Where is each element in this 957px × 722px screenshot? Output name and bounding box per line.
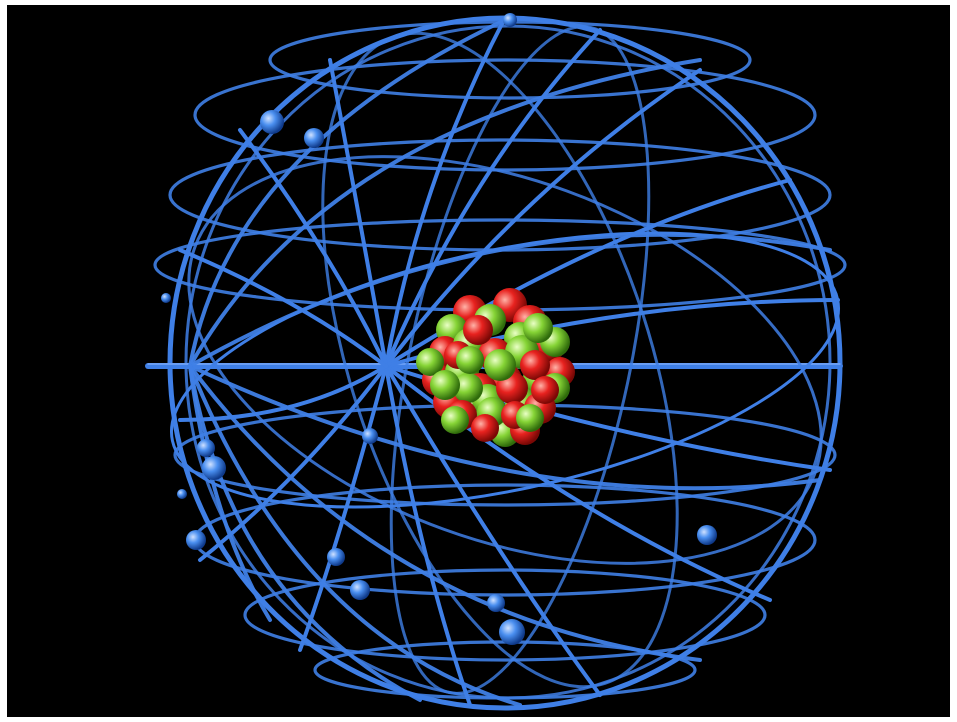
electron-group [161, 13, 717, 645]
orbit-meridian [188, 364, 822, 491]
electron [487, 594, 505, 612]
electron [362, 428, 378, 444]
proton [463, 315, 493, 345]
orbit-meridian [188, 364, 522, 707]
orbit-meridian [384, 364, 472, 707]
orbit-tilted-ring [187, 155, 823, 565]
orbit-tilted-ring [169, 231, 841, 509]
electron [499, 619, 525, 645]
orbit-meridian [178, 364, 388, 422]
orbit-tilted-ring [321, 31, 679, 689]
orbit-meridian [384, 28, 602, 368]
orbit-meridian [238, 128, 388, 368]
electron [697, 525, 717, 545]
orbit-tilted-ring [389, 25, 651, 695]
electron [177, 489, 187, 499]
neutron [453, 373, 483, 403]
neutron [523, 313, 553, 343]
electron [161, 293, 171, 303]
orbit-meridian [198, 364, 388, 562]
electron [503, 13, 517, 27]
electron [260, 110, 284, 134]
electron [197, 439, 215, 457]
electron [202, 456, 226, 480]
neutron [416, 348, 444, 376]
orbit-meridian [178, 248, 388, 368]
neutron [430, 370, 460, 400]
electron [350, 580, 370, 600]
orbit-latitude-ring [193, 58, 817, 172]
proton [520, 350, 550, 380]
orbit-latitude-ring [243, 568, 767, 662]
neutron [516, 404, 544, 432]
orbit-meridian [384, 68, 702, 368]
proton [531, 376, 559, 404]
electron [304, 128, 324, 148]
proton [471, 414, 499, 442]
electron [186, 530, 206, 550]
neutron [456, 346, 484, 374]
neutron [441, 406, 469, 434]
orbit-meridian [188, 364, 702, 662]
neutron [484, 349, 516, 381]
orbit-meridian [188, 364, 272, 622]
orbit-meridian [188, 364, 422, 702]
orbit-meridian [188, 18, 507, 368]
electron [327, 548, 345, 566]
nucleus [416, 288, 575, 447]
